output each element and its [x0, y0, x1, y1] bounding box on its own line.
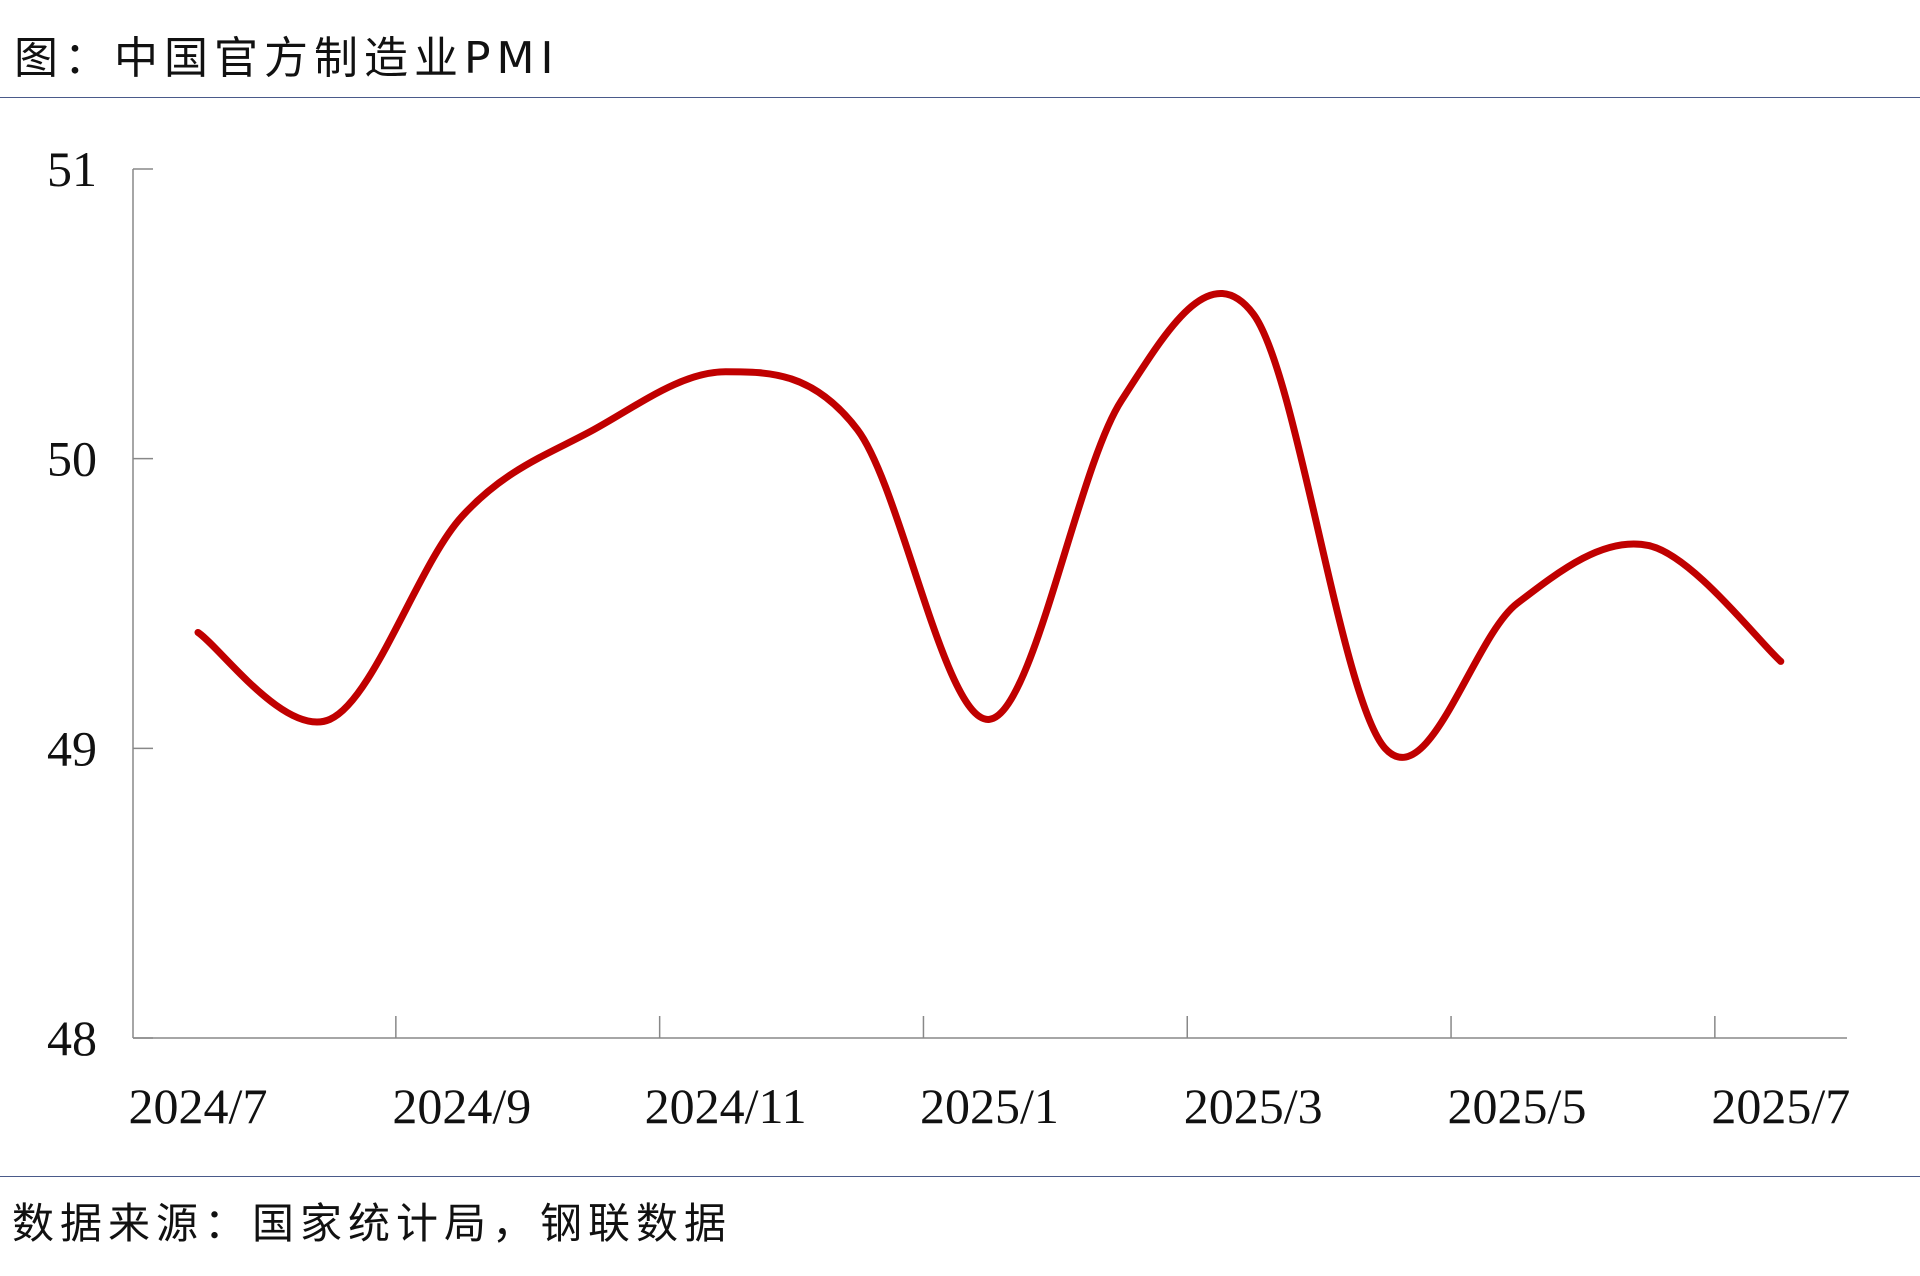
x-tick-label: 2025/1: [920, 1078, 1059, 1134]
data-source: 数据来源：国家统计局，钢联数据: [12, 1199, 733, 1248]
y-tick-label: 51: [47, 141, 97, 197]
chart-title: 图：中国官方制造业PMI: [14, 33, 560, 84]
x-tick-label: 2025/3: [1184, 1078, 1323, 1134]
x-tick-label: 2025/7: [1711, 1078, 1850, 1134]
x-tick-label: 2024/9: [392, 1078, 531, 1134]
footer-divider: [0, 1176, 1920, 1177]
pmi-series-line: [194, 289, 1785, 761]
y-tick-label: 48: [47, 1010, 97, 1066]
y-tick-label: 49: [47, 720, 97, 776]
x-tick-label: 2024/7: [129, 1078, 268, 1134]
x-tick-label: 2025/5: [1448, 1078, 1587, 1134]
x-tick-label: 2024/11: [645, 1078, 807, 1134]
header-divider: [0, 97, 1920, 98]
y-tick-label: 50: [47, 431, 97, 487]
